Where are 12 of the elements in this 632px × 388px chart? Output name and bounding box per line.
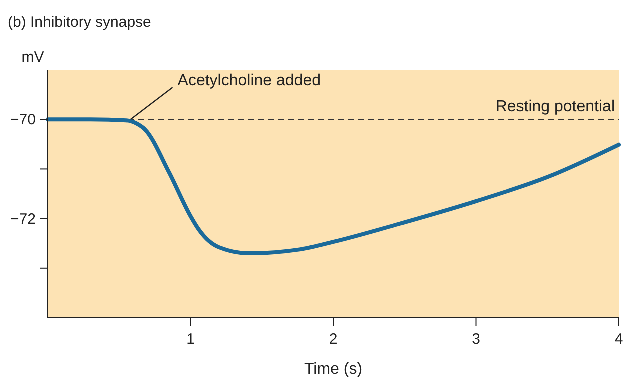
y-tick-label: −70	[10, 112, 36, 129]
y-axis-title: mV	[22, 49, 44, 66]
x-tick-label: 1	[186, 331, 195, 348]
x-tick-label: 3	[472, 331, 480, 348]
chart-title: (b) Inhibitory synapse	[8, 14, 152, 31]
x-tick-label: 2	[329, 331, 338, 348]
annotation: Acetylcholine added	[178, 72, 322, 90]
x-tick-label: 4	[614, 331, 624, 348]
line-series	[46, 118, 621, 256]
y-tick-label: −72	[10, 210, 36, 228]
ref-line-label: Resting potential	[496, 98, 615, 116]
x-axis-title: Time (s)	[304, 361, 363, 378]
